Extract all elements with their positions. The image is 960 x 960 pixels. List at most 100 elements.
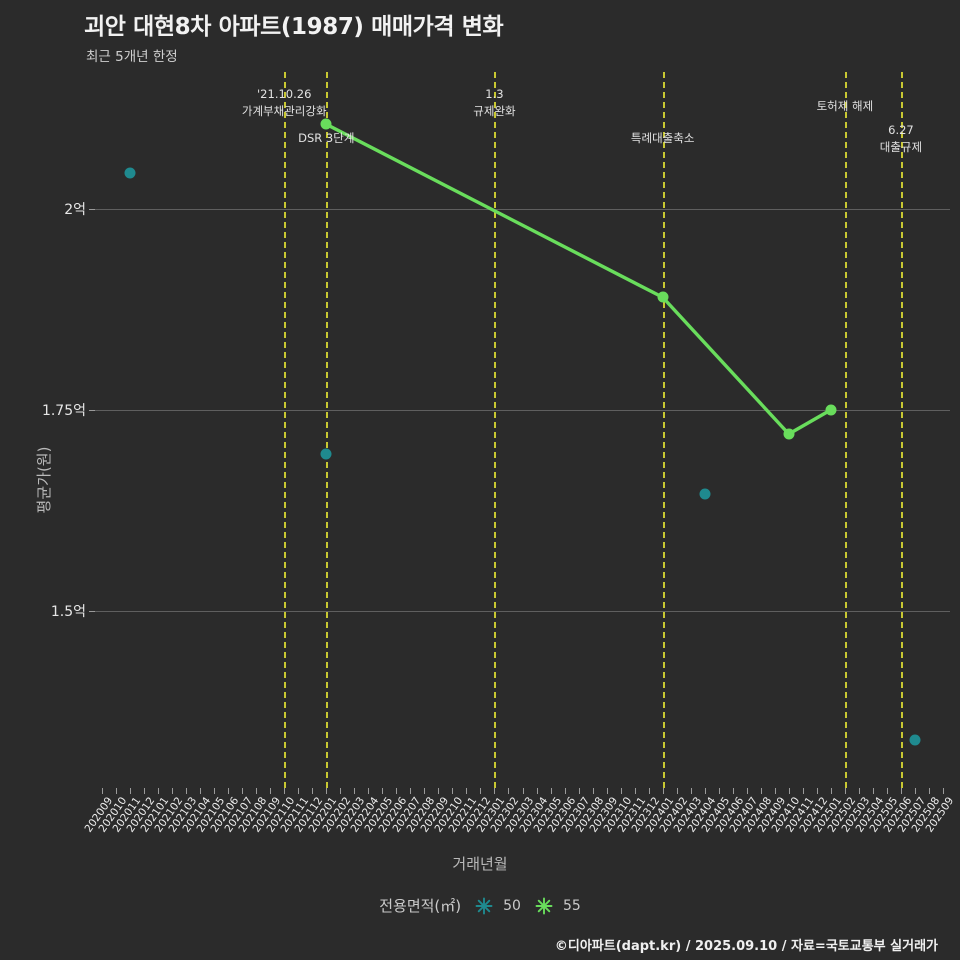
event-label-deregulation: 1.3 규제완화 [473, 86, 515, 119]
x-tick-mark [522, 788, 524, 794]
data-point-55[interactable] [825, 404, 837, 416]
data-point-50[interactable] [699, 488, 711, 500]
x-tick-mark [368, 788, 370, 794]
gridline [95, 208, 950, 210]
x-tick-mark [102, 788, 103, 794]
x-tick-mark [494, 788, 496, 794]
x-tick-mark [830, 788, 832, 794]
x-tick-mark [634, 788, 636, 794]
x-tick-mark [410, 788, 412, 794]
event-label-line: DSR 3단계 [298, 131, 355, 145]
event-line-deregulation [494, 72, 497, 788]
gridline [95, 611, 950, 612]
x-tick-mark [256, 788, 258, 794]
x-tick-mark [326, 788, 328, 794]
x-tick-mark [550, 788, 552, 794]
x-tick-mark [900, 788, 902, 794]
event-label-line: '21.10.26 [257, 87, 312, 101]
x-tick-mark [144, 788, 146, 794]
series-line-55 [324, 122, 833, 436]
star-icon [475, 897, 493, 914]
x-tick-mark [536, 788, 538, 794]
x-tick-mark [648, 788, 650, 794]
x-tick-mark [354, 788, 356, 794]
data-point-55[interactable] [783, 428, 795, 440]
event-label-line: 대출규제 [879, 139, 923, 154]
x-tick-mark [928, 788, 930, 794]
x-tick-mark [606, 788, 608, 794]
x-tick-mark [438, 788, 440, 794]
event-line-household-debt [284, 72, 287, 788]
x-tick-mark [844, 788, 846, 794]
x-tick-mark [788, 788, 790, 794]
x-tick-mark [158, 788, 160, 794]
x-tick-mark [914, 788, 916, 794]
event-label-household-debt: '21.10.26 가계부채관리강화 [242, 86, 327, 119]
x-tick-mark [886, 788, 888, 794]
page-subtitle: 최근 5개년 한정 [86, 49, 178, 65]
x-tick-mark [186, 788, 188, 794]
data-point-55[interactable] [320, 118, 332, 130]
x-tick-mark [172, 788, 174, 794]
y-tick-label: 2억 [64, 201, 86, 218]
x-tick-mark [214, 788, 216, 794]
x-tick-mark [802, 788, 804, 794]
footer-credit: ©디아파트(dapt.kr) / 2025.09.10 / 자료=국토교통부 실… [554, 939, 938, 954]
event-label-land-permit: 토허제 해제 [817, 98, 874, 115]
x-tick-mark [228, 788, 230, 794]
legend-label-55: 55 [562, 897, 581, 914]
x-tick-mark [564, 788, 566, 794]
event-label-line: 가계부채관리강화 [241, 103, 327, 118]
star-icon [535, 897, 553, 914]
data-point-50[interactable] [320, 448, 332, 460]
data-point-50[interactable] [909, 734, 921, 746]
x-tick-mark [508, 788, 510, 794]
x-tick-mark [200, 788, 202, 794]
x-tick-mark [466, 788, 468, 794]
x-tick-mark [816, 788, 818, 794]
x-tick-mark [704, 788, 706, 794]
x-tick-mark [718, 788, 720, 794]
y-axis-title: 평균가(원) [34, 446, 53, 514]
event-label-line: 1.3 [485, 87, 504, 101]
data-point-50[interactable] [124, 167, 136, 179]
x-tick-mark [130, 788, 132, 794]
event-line-special-loan [662, 72, 665, 788]
series-line-layer [324, 122, 833, 436]
x-tick-mark [620, 788, 622, 794]
y-tick-label: 1.75억 [41, 402, 86, 419]
x-tick-mark [690, 788, 692, 794]
event-label-line: 6.27 [888, 123, 914, 137]
chart-plot-area: 2억 1.75억 1.5억 [42, 72, 950, 794]
x-tick-mark [270, 788, 272, 794]
event-label-special-loan: 특례대출축소 [631, 130, 694, 147]
x-tick-mark [396, 788, 398, 794]
event-line-land-permit [844, 72, 847, 788]
x-tick-mark [662, 788, 664, 794]
page-title: 괴안 대현8차 아파트(1987) 매매가격 변화 [84, 14, 504, 40]
gridline [95, 409, 950, 411]
event-label-loan-reg-627: 6.27 대출규제 [880, 122, 922, 155]
data-point-55[interactable] [657, 291, 669, 303]
x-tick-mark [312, 788, 314, 794]
x-tick-mark [858, 788, 860, 794]
x-tick-mark [298, 788, 300, 794]
x-tick-mark [942, 788, 944, 794]
x-tick-mark [578, 788, 580, 794]
y-tick-label: 1.5억 [50, 604, 86, 620]
y-tick-mark [89, 208, 95, 210]
x-tick-mark [592, 788, 594, 794]
x-tick-mark [452, 788, 454, 794]
legend-item-50[interactable]: 50 [474, 896, 521, 916]
chart-legend: 전용면적(㎡) 50 55 [0, 895, 960, 916]
x-tick-mark [676, 788, 678, 794]
legend-title: 전용면적(㎡) [379, 897, 462, 915]
x-tick-mark [872, 788, 874, 794]
event-label-dsr-phase3: DSR 3단계 [298, 130, 354, 147]
legend-item-55[interactable]: 55 [534, 896, 581, 916]
x-tick-mark [382, 788, 384, 794]
x-tick-mark [746, 788, 748, 794]
x-tick-mark [284, 788, 286, 794]
x-tick-mark [760, 788, 762, 794]
event-line-dsr-phase3 [326, 72, 329, 788]
